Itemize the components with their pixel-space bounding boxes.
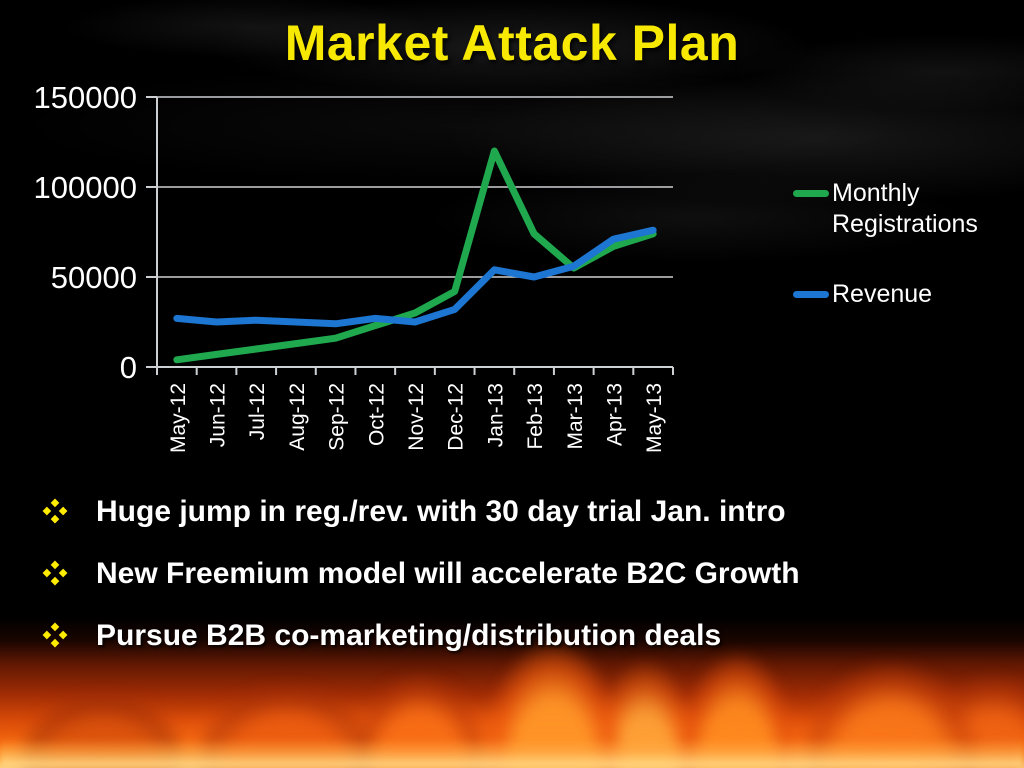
slide-title: Market Attack Plan [284,15,740,71]
svg-text:0: 0 [120,350,137,385]
svg-text:Jun-12: Jun-12 [207,383,230,447]
revenue-line-swatch [793,290,829,298]
svg-text:May-13: May-13 [643,383,666,453]
legend-label: Monthly Registrations [832,179,978,239]
legend-item-revenue: Revenue [793,279,1008,310]
bullet-text: Pursue B2B co-marketing/distribution dea… [96,619,722,652]
svg-text:Aug-12: Aug-12 [286,383,309,451]
svg-text:150000: 150000 [34,85,137,115]
monthly-registrations-line [173,147,657,364]
chart-legend: Monthly Registrations Revenue [793,178,1008,348]
flame-background [0,568,1024,768]
bullet-item: Huge jump in reg./rev. with 30 day trial… [42,494,982,529]
series-lines [173,147,657,364]
registrations-line-swatch [793,190,829,197]
svg-text:Jan-13: Jan-13 [484,383,507,447]
bullet-list: Huge jump in reg./rev. with 30 day trial… [42,494,982,680]
svg-text:Nov-12: Nov-12 [405,383,428,451]
svg-text:Sep-12: Sep-12 [326,383,349,451]
svg-text:Dec-12: Dec-12 [445,383,468,451]
bullet-diamond-icon [42,498,68,524]
axes [146,96,674,375]
registrations-revenue-chart: 0 50000 100000 150000 May-12 Jun-12 Jul-12 Aug-… [34,80,674,453]
bullet-diamond-icon [42,622,68,648]
flame-tongues [0,568,1024,768]
svg-text:Apr-13: Apr-13 [603,383,626,446]
bullet-item: New Freemium model will accelerate B2C G… [42,556,982,591]
svg-text:Feb-13: Feb-13 [524,383,547,450]
revenue-line [173,226,657,328]
chart-region: 0 50000 100000 150000 May-12 Jun-12 Jul-12 Aug-… [0,80,700,485]
bullet-item: Pursue B2B co-marketing/distribution dea… [42,618,982,653]
legend-item-registrations: Monthly Registrations [793,178,1008,241]
legend-label: Revenue [832,279,933,308]
flame-base-glow [0,738,1024,768]
svg-text:Oct-12: Oct-12 [365,383,388,446]
gridlines [157,96,673,278]
svg-text:50000: 50000 [51,260,137,295]
svg-text:Mar-13: Mar-13 [564,383,587,450]
bullet-text: New Freemium model will accelerate B2C G… [96,557,800,590]
svg-text:100000: 100000 [34,170,137,205]
bullet-text: Huge jump in reg./rev. with 30 day trial… [96,495,786,528]
svg-text:Jul-12: Jul-12 [246,383,269,440]
svg-text:May-12: May-12 [167,383,190,453]
bullet-diamond-icon [42,560,68,586]
axis-labels: 0 50000 100000 150000 May-12 Jun-12 Jul-12 Aug-… [34,80,667,453]
